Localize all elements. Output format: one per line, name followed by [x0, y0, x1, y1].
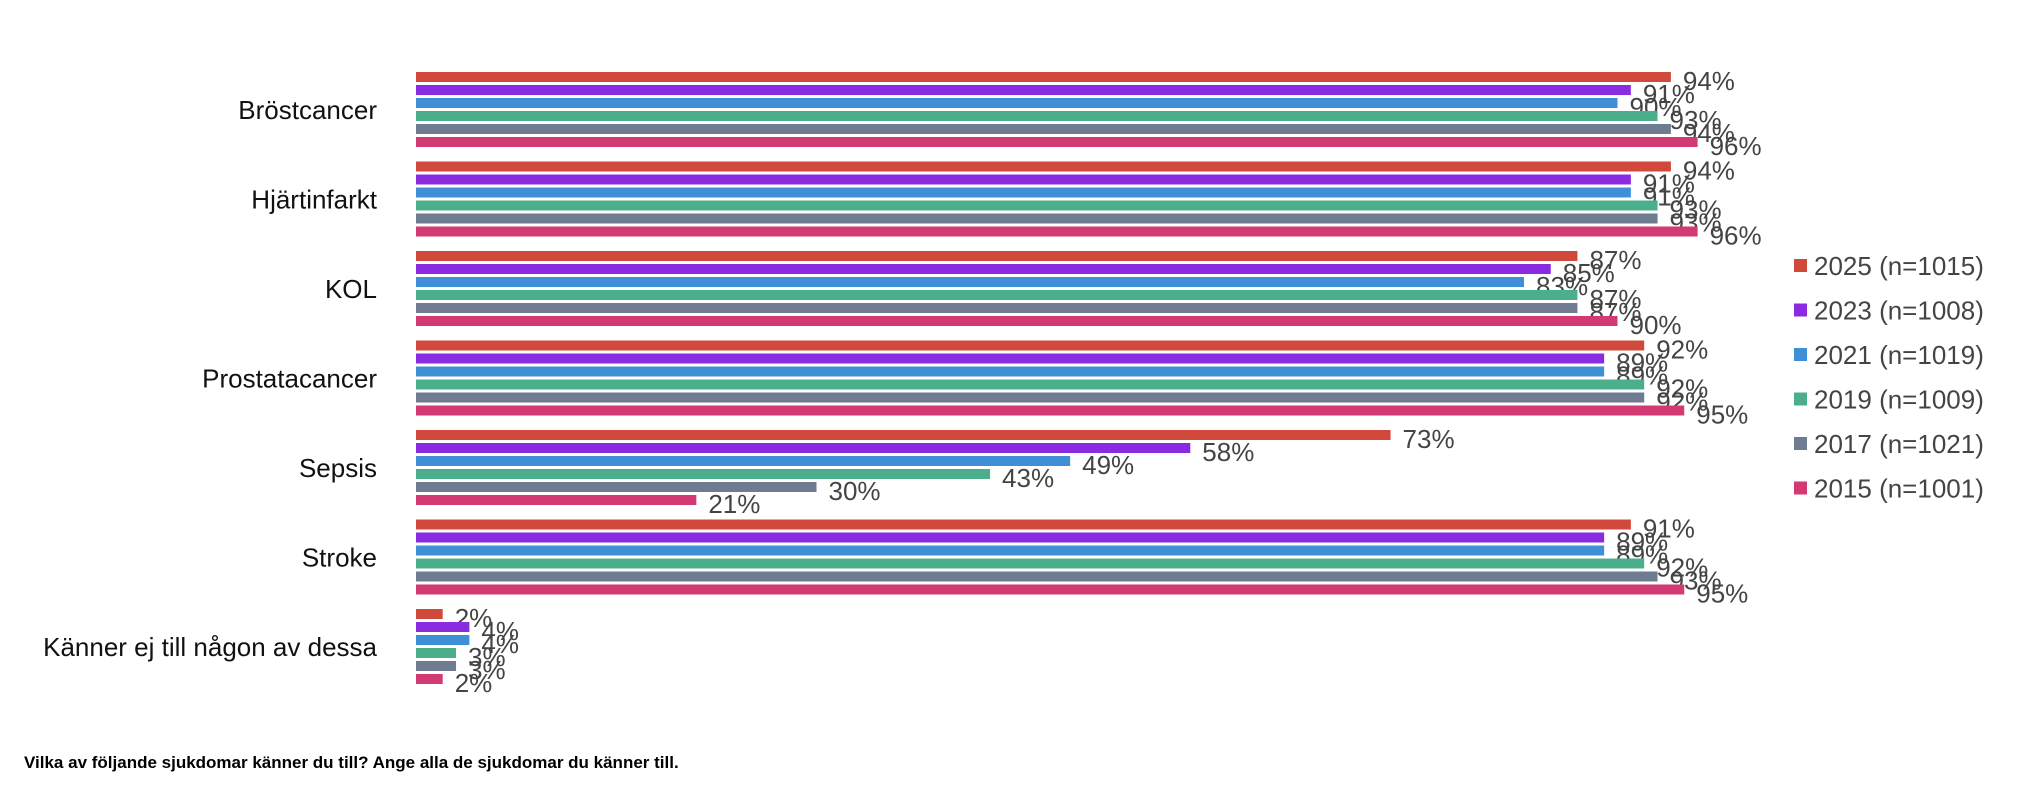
data-label: 3% — [468, 642, 506, 672]
bar — [416, 379, 1645, 390]
data-label: 85% — [1563, 258, 1615, 288]
bar — [416, 111, 1658, 121]
data-label: 92% — [1656, 374, 1708, 404]
data-label: 89% — [1616, 348, 1668, 378]
bar — [416, 251, 1578, 261]
category-label: Prostatacancer — [202, 364, 377, 394]
bar — [416, 430, 1391, 440]
data-label: 3% — [468, 655, 506, 685]
data-label: 4% — [481, 616, 519, 646]
bar — [416, 392, 1645, 403]
bar — [416, 316, 1618, 326]
legend-swatch — [1794, 303, 1807, 317]
data-label: 95% — [1696, 579, 1748, 609]
bar — [416, 482, 817, 492]
data-label: 87% — [1589, 284, 1641, 314]
bar — [416, 469, 991, 479]
data-label: 30% — [829, 476, 881, 506]
data-label: 94% — [1683, 66, 1735, 96]
bar — [416, 137, 1698, 147]
legend-swatch — [1794, 437, 1807, 450]
data-label: 90% — [1630, 310, 1682, 340]
data-label: 92% — [1656, 553, 1708, 583]
category-label: Stroke — [302, 543, 377, 573]
question-footnote: Vilka av följande sjukdomar känner du ti… — [24, 753, 679, 772]
bar — [416, 277, 1525, 287]
legend-label: 2025 (n=1015) — [1814, 251, 1984, 281]
legend-label: 2017 (n=1021) — [1814, 429, 1984, 459]
legend-swatch — [1794, 392, 1807, 406]
bar — [416, 161, 1671, 172]
bar — [416, 519, 1631, 530]
bar — [416, 571, 1658, 582]
bar — [416, 609, 443, 619]
bar — [416, 635, 470, 645]
bar — [416, 174, 1631, 185]
category-label: Sepsis — [299, 453, 377, 483]
bar — [416, 648, 457, 658]
bar — [416, 72, 1671, 82]
bar — [416, 290, 1578, 300]
data-label: 73% — [1403, 424, 1455, 454]
bar — [416, 405, 1685, 416]
bar — [416, 674, 443, 684]
data-label: 91% — [1643, 514, 1695, 544]
bar — [416, 353, 1605, 364]
bar — [416, 545, 1605, 556]
data-label: 93% — [1670, 105, 1722, 135]
data-label: 89% — [1616, 527, 1668, 557]
legend-swatch — [1794, 481, 1807, 495]
data-label: 43% — [1002, 463, 1054, 493]
data-label: 87% — [1589, 245, 1641, 275]
data-label: 4% — [481, 629, 519, 659]
data-label: 94% — [1683, 156, 1735, 186]
data-label: 95% — [1696, 400, 1748, 430]
data-label: 96% — [1710, 131, 1762, 161]
category-label: Känner ej till någon av dessa — [43, 632, 377, 662]
bar — [416, 213, 1658, 224]
bar — [416, 226, 1698, 237]
data-label: 92% — [1656, 335, 1708, 365]
legend-label: 2023 (n=1008) — [1814, 296, 1984, 326]
legend-label: 2019 (n=1009) — [1814, 385, 1984, 415]
bar — [416, 532, 1605, 543]
category-label: Bröstcancer — [238, 95, 377, 125]
bar — [416, 366, 1605, 377]
legend-label: 2021 (n=1019) — [1814, 340, 1984, 370]
category-label: KOL — [325, 274, 377, 304]
data-label: 2% — [455, 668, 493, 698]
bar — [416, 622, 470, 632]
bar — [416, 85, 1631, 95]
bar — [416, 558, 1645, 569]
bar — [416, 303, 1578, 313]
data-label: 91% — [1643, 79, 1695, 109]
data-label: 91% — [1643, 169, 1695, 199]
data-label: 58% — [1202, 437, 1254, 467]
bar — [416, 187, 1631, 198]
bar — [416, 264, 1551, 274]
legend-swatch — [1794, 348, 1807, 361]
bar — [416, 200, 1658, 211]
legend-label: 2015 (n=1001) — [1814, 474, 1984, 504]
bar — [416, 661, 457, 671]
bar — [416, 584, 1685, 595]
bar — [416, 495, 697, 505]
data-label: 21% — [708, 489, 760, 519]
data-label: 49% — [1082, 450, 1134, 480]
bar — [416, 443, 1191, 453]
bar — [416, 98, 1618, 108]
data-label: 93% — [1670, 195, 1722, 225]
category-label: Hjärtinfarkt — [251, 185, 377, 215]
bar — [416, 456, 1071, 466]
data-label: 96% — [1710, 221, 1762, 251]
legend-swatch — [1794, 259, 1807, 272]
bar — [416, 340, 1645, 351]
bar — [416, 124, 1671, 134]
